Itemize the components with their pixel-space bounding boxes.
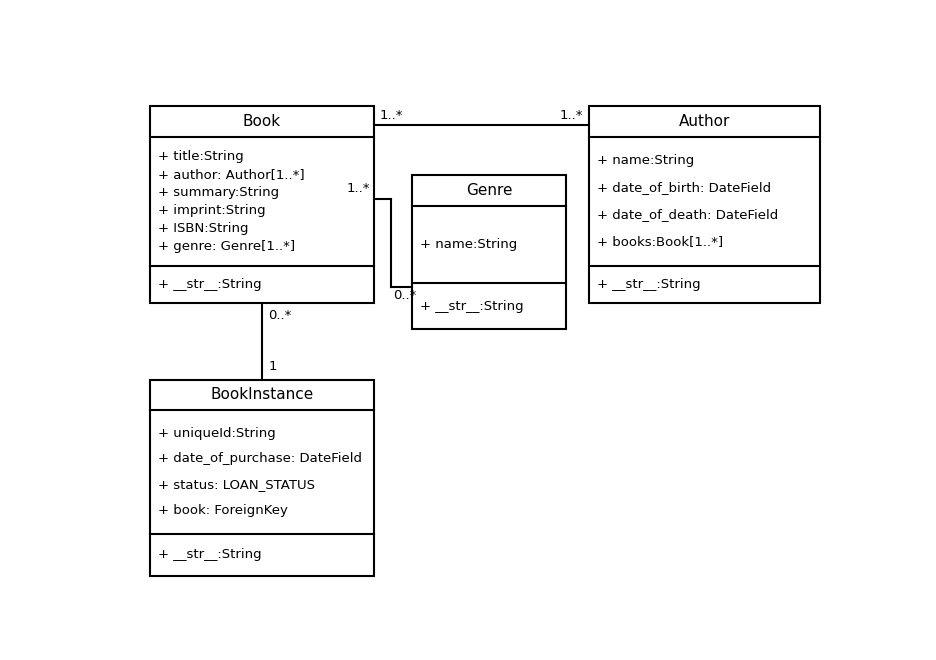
Text: + author: Author[1..*]: + author: Author[1..*] <box>158 168 304 181</box>
Bar <box>150 379 373 576</box>
Text: + summary:String: + summary:String <box>158 185 279 199</box>
Text: 1: 1 <box>268 360 276 374</box>
Text: + uniqueId:String: + uniqueId:String <box>158 426 275 440</box>
Text: + title:String: + title:String <box>158 150 243 163</box>
Text: 1..*: 1..* <box>379 110 402 122</box>
Text: + books:Book[1..*]: + books:Book[1..*] <box>596 235 723 248</box>
Text: + __str__:String: + __str__:String <box>158 548 261 561</box>
Text: + date_of_purchase: DateField: + date_of_purchase: DateField <box>158 453 361 465</box>
Bar <box>589 106 819 302</box>
Text: Book: Book <box>242 114 281 129</box>
Bar <box>150 106 373 302</box>
Text: + __str__:String: + __str__:String <box>596 277 700 290</box>
Text: 0..*: 0..* <box>268 309 291 321</box>
Text: Author: Author <box>679 114 729 129</box>
Text: BookInstance: BookInstance <box>210 387 314 403</box>
Text: + book: ForeignKey: + book: ForeignKey <box>158 504 287 517</box>
Text: + status: LOAN_STATUS: + status: LOAN_STATUS <box>158 478 314 491</box>
Text: + imprint:String: + imprint:String <box>158 204 265 216</box>
Text: + name:String: + name:String <box>596 154 694 167</box>
Text: + genre: Genre[1..*]: + genre: Genre[1..*] <box>158 240 295 253</box>
Text: Genre: Genre <box>465 183 512 199</box>
Text: + ISBN:String: + ISBN:String <box>158 222 248 235</box>
Text: + name:String: + name:String <box>419 238 517 251</box>
Bar <box>412 176 565 329</box>
Text: + __str__:String: + __str__:String <box>158 277 261 290</box>
Text: + date_of_death: DateField: + date_of_death: DateField <box>596 209 777 221</box>
Text: 1..*: 1..* <box>345 182 370 195</box>
Text: 1..*: 1..* <box>559 110 582 122</box>
Text: 0..*: 0..* <box>392 288 416 302</box>
Text: + __str__:String: + __str__:String <box>419 300 523 313</box>
Text: + date_of_birth: DateField: + date_of_birth: DateField <box>596 182 770 194</box>
